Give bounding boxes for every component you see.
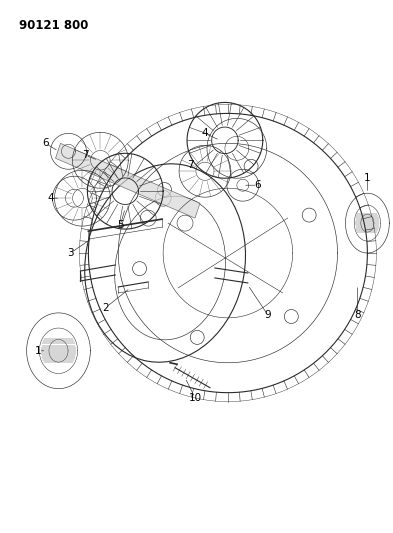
Text: 7: 7 [82,150,89,160]
Text: 5: 5 [117,220,123,230]
Text: 10: 10 [188,393,202,402]
Text: 4: 4 [47,193,54,203]
Text: 4: 4 [202,128,208,139]
Text: 7: 7 [187,160,193,170]
Text: 9: 9 [264,310,271,320]
Text: 90121 800: 90121 800 [18,19,88,31]
Polygon shape [55,143,200,218]
Text: 1: 1 [364,173,371,183]
Text: 8: 8 [354,310,361,320]
Text: 6: 6 [255,180,261,190]
Text: 6: 6 [42,139,49,148]
Text: 2: 2 [102,303,108,313]
Text: 1: 1 [35,346,42,356]
Text: 3: 3 [67,248,74,258]
